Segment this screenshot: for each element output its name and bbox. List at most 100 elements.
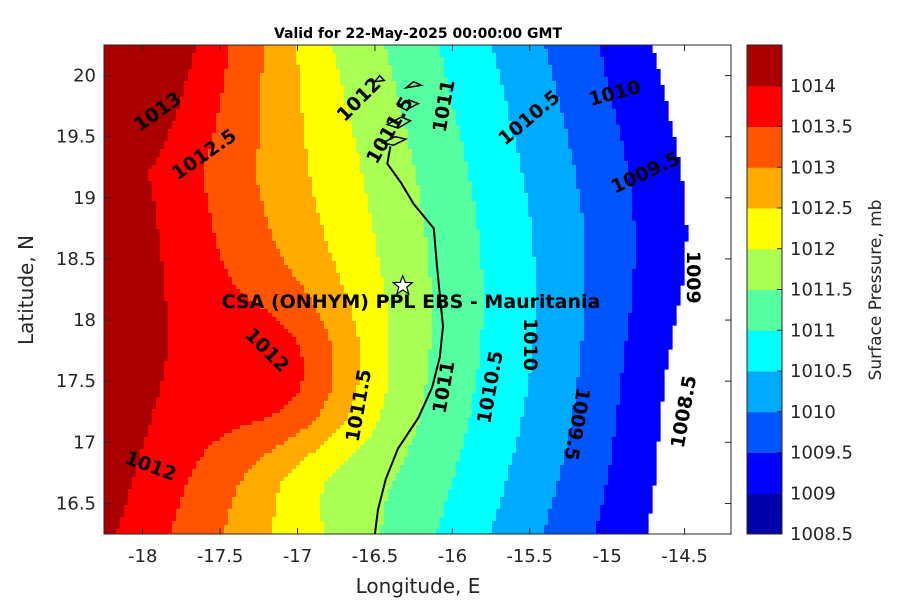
pressure-band-cell — [164, 277, 233, 282]
colorbar-tick-label: 1010 — [790, 402, 836, 423]
pressure-band-cell — [224, 89, 261, 94]
pressure-band-cell — [388, 345, 433, 350]
pressure-band-cell — [344, 461, 405, 466]
pressure-band-cell — [104, 461, 141, 466]
pressure-band-cell — [360, 353, 389, 358]
pressure-band-cell — [552, 501, 605, 506]
x-axis: -18 -17.5 -17 -16.5 -16 -15.5 -15 -14.5 — [128, 45, 708, 567]
pressure-band-cell — [420, 417, 469, 422]
pressure-band-cell — [144, 437, 221, 442]
pressure-band-cell — [376, 425, 417, 430]
pressure-band-cell — [372, 217, 425, 222]
pressure-band-cell — [228, 269, 293, 274]
pressure-band-cell — [124, 513, 177, 518]
pressure-band-cell — [616, 429, 661, 434]
pressure-band-cell — [104, 329, 169, 334]
pressure-band-cell — [528, 205, 581, 210]
pressure-band-cell — [532, 361, 581, 366]
colorbar-segment — [747, 167, 782, 209]
pressure-band-cell — [476, 209, 529, 214]
pressure-band-cell — [256, 301, 313, 306]
y-axis-label: Latitude, N — [14, 235, 38, 345]
pressure-band-cell — [388, 53, 441, 58]
pressure-band-cell — [272, 525, 325, 530]
pressure-band-cell — [164, 285, 237, 290]
pressure-band-cell — [220, 97, 261, 102]
pressure-band-cell — [520, 169, 577, 174]
pressure-band-cell — [308, 161, 361, 166]
pressure-band-cell — [496, 517, 549, 522]
pressure-band-cell — [424, 385, 477, 390]
pressure-band-cell — [420, 189, 473, 194]
pressure-band-cell — [104, 313, 169, 318]
contour-label: 1009 — [682, 251, 704, 304]
pressure-band-cell — [104, 197, 153, 202]
pressure-band-cell — [168, 309, 269, 314]
pressure-band-cell — [296, 277, 341, 282]
pressure-band-cell — [280, 253, 333, 258]
pressure-band-cell — [300, 65, 337, 70]
pressure-band-cell — [104, 421, 153, 426]
pressure-band-cell — [360, 381, 389, 386]
pressure-band-cell — [200, 457, 261, 462]
pressure-band-cell — [164, 145, 213, 150]
pressure-band-cell — [260, 193, 313, 198]
pressure-band-cell — [388, 333, 433, 338]
pressure-band-cell — [508, 469, 561, 474]
pressure-band-cell — [432, 277, 485, 282]
pressure-band-cell — [596, 521, 649, 526]
pressure-band-cell — [336, 429, 373, 434]
pressure-band-cell — [580, 357, 625, 362]
pressure-band-cell — [300, 101, 345, 106]
pressure-band-cell — [264, 61, 297, 66]
pressure-band-cell — [584, 309, 633, 314]
pressure-band-cell — [104, 77, 189, 82]
pressure-band-cell — [312, 301, 349, 306]
pressure-band-cell — [448, 489, 505, 494]
pressure-band-cell — [300, 389, 333, 394]
pressure-band-cell — [272, 313, 321, 318]
pressure-band-cell — [316, 205, 369, 210]
pressure-band-cell — [164, 293, 245, 298]
pressure-band-cell — [320, 517, 385, 522]
pressure-band-cell — [536, 305, 585, 310]
pressure-band-cell — [104, 401, 157, 406]
pressure-band-cell — [172, 125, 217, 130]
pressure-band-cell — [484, 293, 537, 298]
pressure-band-cell — [392, 69, 445, 74]
pressure-band-cell — [428, 265, 481, 270]
pressure-band-cell — [360, 445, 409, 450]
pressure-band-cell — [148, 433, 225, 438]
pressure-band-cell — [104, 153, 161, 158]
pressure-band-cell — [388, 61, 445, 66]
pressure-band-cell — [632, 213, 685, 218]
pressure-band-cell — [280, 489, 325, 494]
pressure-band-cell — [432, 317, 485, 322]
pressure-band-cell — [116, 529, 173, 534]
pressure-band-cell — [104, 345, 169, 350]
colorbar-segment — [747, 289, 782, 331]
pressure-band-cell — [388, 365, 429, 370]
pressure-band-cell — [612, 445, 657, 450]
pressure-band-cell — [532, 245, 585, 250]
pressure-band-cell — [328, 337, 361, 342]
pressure-band-cell — [504, 481, 557, 486]
pressure-band-cell — [632, 205, 685, 210]
pressure-band-cell — [416, 425, 469, 430]
pressure-band-cell — [152, 185, 205, 190]
pressure-band-cell — [316, 197, 369, 202]
pressure-band-cell — [556, 89, 609, 94]
pressure-band-cell — [204, 189, 261, 194]
pressure-band-cell — [412, 437, 465, 442]
pressure-band-cell — [160, 393, 297, 398]
pressure-band-cell — [312, 189, 365, 194]
pressure-band-cell — [600, 505, 653, 510]
pressure-band-cell — [156, 161, 205, 166]
pressure-band-cell — [388, 353, 429, 358]
pressure-band-cell — [340, 281, 385, 286]
pressure-band-cell — [424, 217, 477, 222]
y-tick-label: 16.5 — [56, 493, 96, 514]
pressure-band-cell — [608, 473, 657, 478]
pressure-band-cell — [476, 225, 533, 230]
pressure-band-cell — [472, 197, 529, 202]
